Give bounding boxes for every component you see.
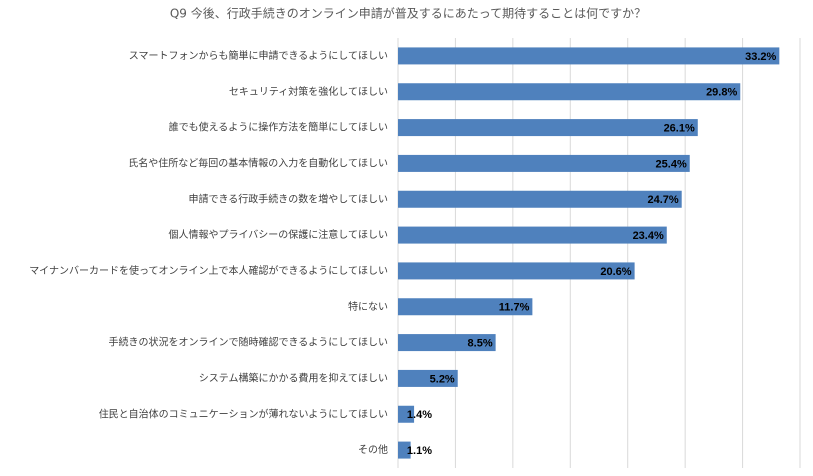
bar [398, 119, 698, 137]
value-label: 24.7% [647, 194, 678, 206]
bar [398, 405, 415, 423]
y-tick-label: システム構築にかかる費用を抑えてほしい [199, 371, 388, 384]
y-tick-label: その他 [358, 443, 388, 456]
y-tick-label: 住民と自治体のコミュニケーションが薄れないようにしてほしい [99, 407, 388, 420]
value-label: 1.4% [407, 409, 432, 421]
value-label: 20.6% [600, 266, 631, 278]
y-tick-label: マイナンバーカードを使ってオンライン上で本人確認ができるようにしてほしい [29, 264, 388, 277]
bar [398, 190, 682, 208]
value-label: 25.4% [656, 158, 687, 170]
y-tick-label: 誰でも使えるように操作方法を簡単にしてほしい [169, 121, 388, 134]
y-tick-label: 氏名や住所など毎回の基本情報の入力を自動化してほしい [128, 156, 388, 169]
value-label: 1.1% [407, 445, 432, 457]
bar [398, 47, 780, 65]
bar [398, 226, 667, 244]
bar [398, 83, 741, 101]
bar [398, 441, 411, 459]
y-tick-label: 特にない [348, 301, 388, 313]
value-label: 11.7% [499, 302, 530, 314]
bar [398, 334, 496, 352]
y-tick-label: 個人情報やプライバシーの保護に注意してほしい [169, 228, 389, 241]
bar [398, 298, 533, 316]
y-tick-label: スマートフォンからも簡単に申請できるようにしてほしい [129, 49, 388, 62]
bar [398, 154, 690, 172]
chart-title: Q9 今後、行政手続きのオンライン申請が普及するにあたって期待することは何ですか… [170, 6, 646, 21]
value-label: 23.4% [633, 230, 664, 242]
y-tick-label: 申請できる行政手続きの数を増やしてほしい [189, 192, 389, 205]
bar [398, 262, 635, 280]
value-label: 26.1% [664, 122, 695, 134]
value-label: 5.2% [430, 373, 455, 385]
value-label: 33.2% [745, 51, 776, 63]
bar [398, 369, 458, 387]
y-tick-label: 手続きの状況をオンラインで随時確認できるようにしてほしい [109, 336, 389, 349]
value-label: 8.5% [468, 337, 493, 349]
y-tick-label: セキュリティ対策を強化してほしい [229, 85, 388, 98]
value-label: 29.8% [706, 87, 737, 99]
